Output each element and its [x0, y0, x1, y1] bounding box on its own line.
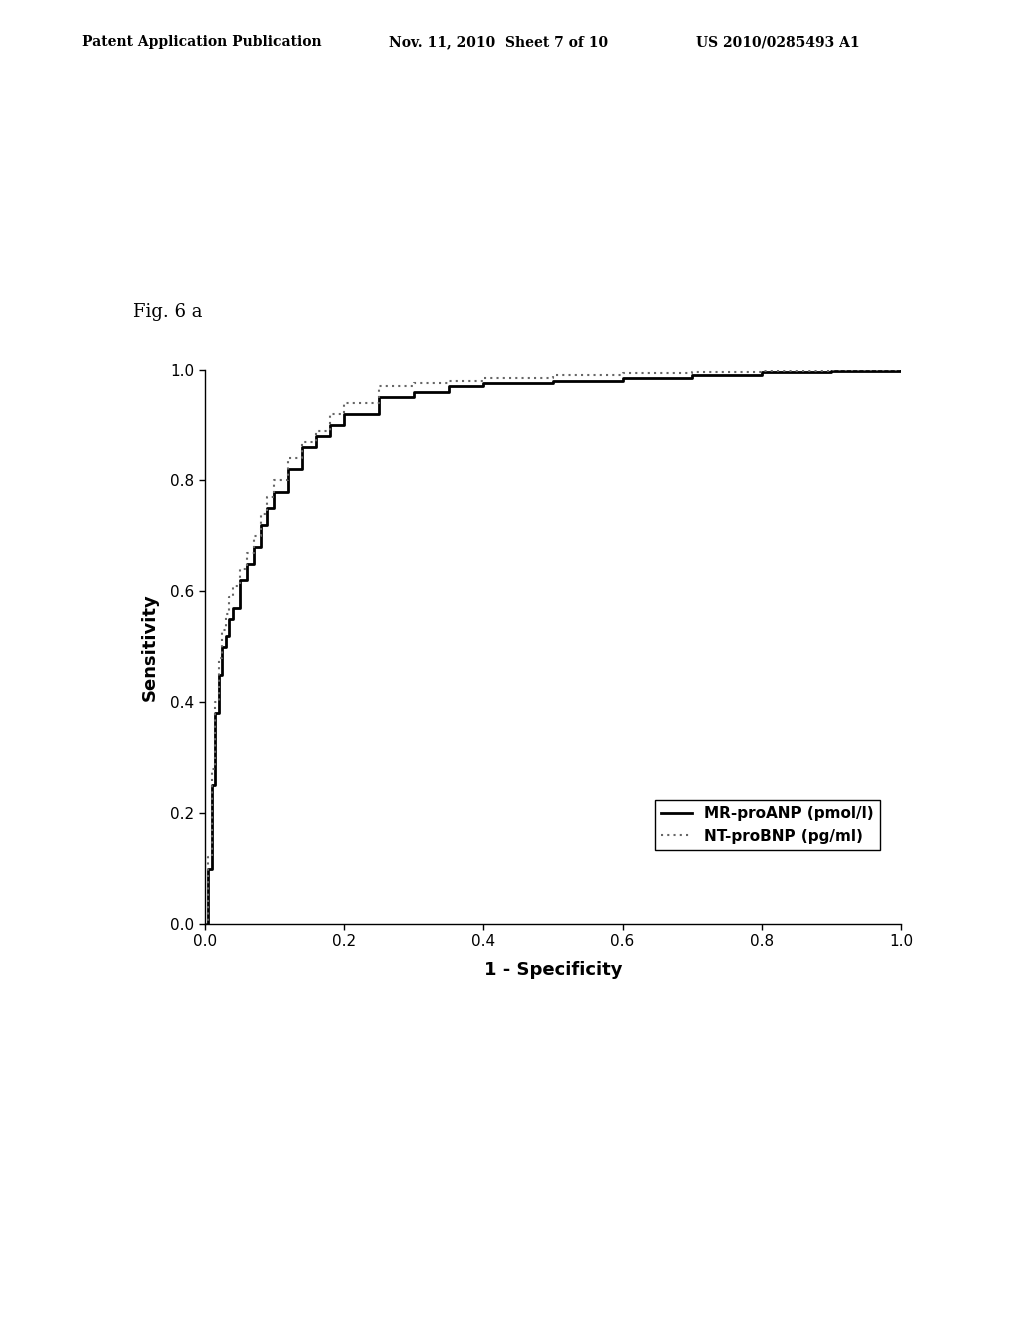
- MR-proANP (pmol/l): [202, 861, 214, 876]
- Legend: MR-proANP (pmol/l), NT-proBNP (pg/ml): MR-proANP (pmol/l), NT-proBNP (pg/ml): [655, 800, 880, 850]
- NT-proBNP (pg/ml): [408, 375, 420, 391]
- MR-proANP (pmol/l): [283, 462, 295, 478]
- Line: MR-proANP (pmol/l): MR-proANP (pmol/l): [205, 370, 901, 924]
- NT-proBNP (pg/ml): [226, 589, 239, 605]
- NT-proBNP (pg/ml): [199, 916, 211, 932]
- Text: Patent Application Publication: Patent Application Publication: [82, 36, 322, 49]
- X-axis label: 1 - Specificity: 1 - Specificity: [483, 961, 623, 978]
- NT-proBNP (pg/ml): [209, 694, 221, 710]
- Text: US 2010/0285493 A1: US 2010/0285493 A1: [696, 36, 860, 49]
- Text: Fig. 6 a: Fig. 6 a: [133, 302, 203, 321]
- NT-proBNP (pg/ml): [895, 362, 907, 378]
- MR-proANP (pmol/l): [408, 384, 420, 400]
- MR-proANP (pmol/l): [209, 705, 221, 721]
- MR-proANP (pmol/l): [199, 916, 211, 932]
- MR-proANP (pmol/l): [895, 362, 907, 378]
- MR-proANP (pmol/l): [226, 611, 239, 627]
- Y-axis label: Sensitivity: Sensitivity: [141, 593, 159, 701]
- NT-proBNP (pg/ml): [283, 450, 295, 466]
- Text: Nov. 11, 2010  Sheet 7 of 10: Nov. 11, 2010 Sheet 7 of 10: [389, 36, 608, 49]
- Line: NT-proBNP (pg/ml): NT-proBNP (pg/ml): [205, 370, 901, 924]
- NT-proBNP (pg/ml): [202, 850, 214, 866]
- NT-proBNP (pg/ml): [216, 649, 228, 665]
- MR-proANP (pmol/l): [216, 667, 228, 682]
